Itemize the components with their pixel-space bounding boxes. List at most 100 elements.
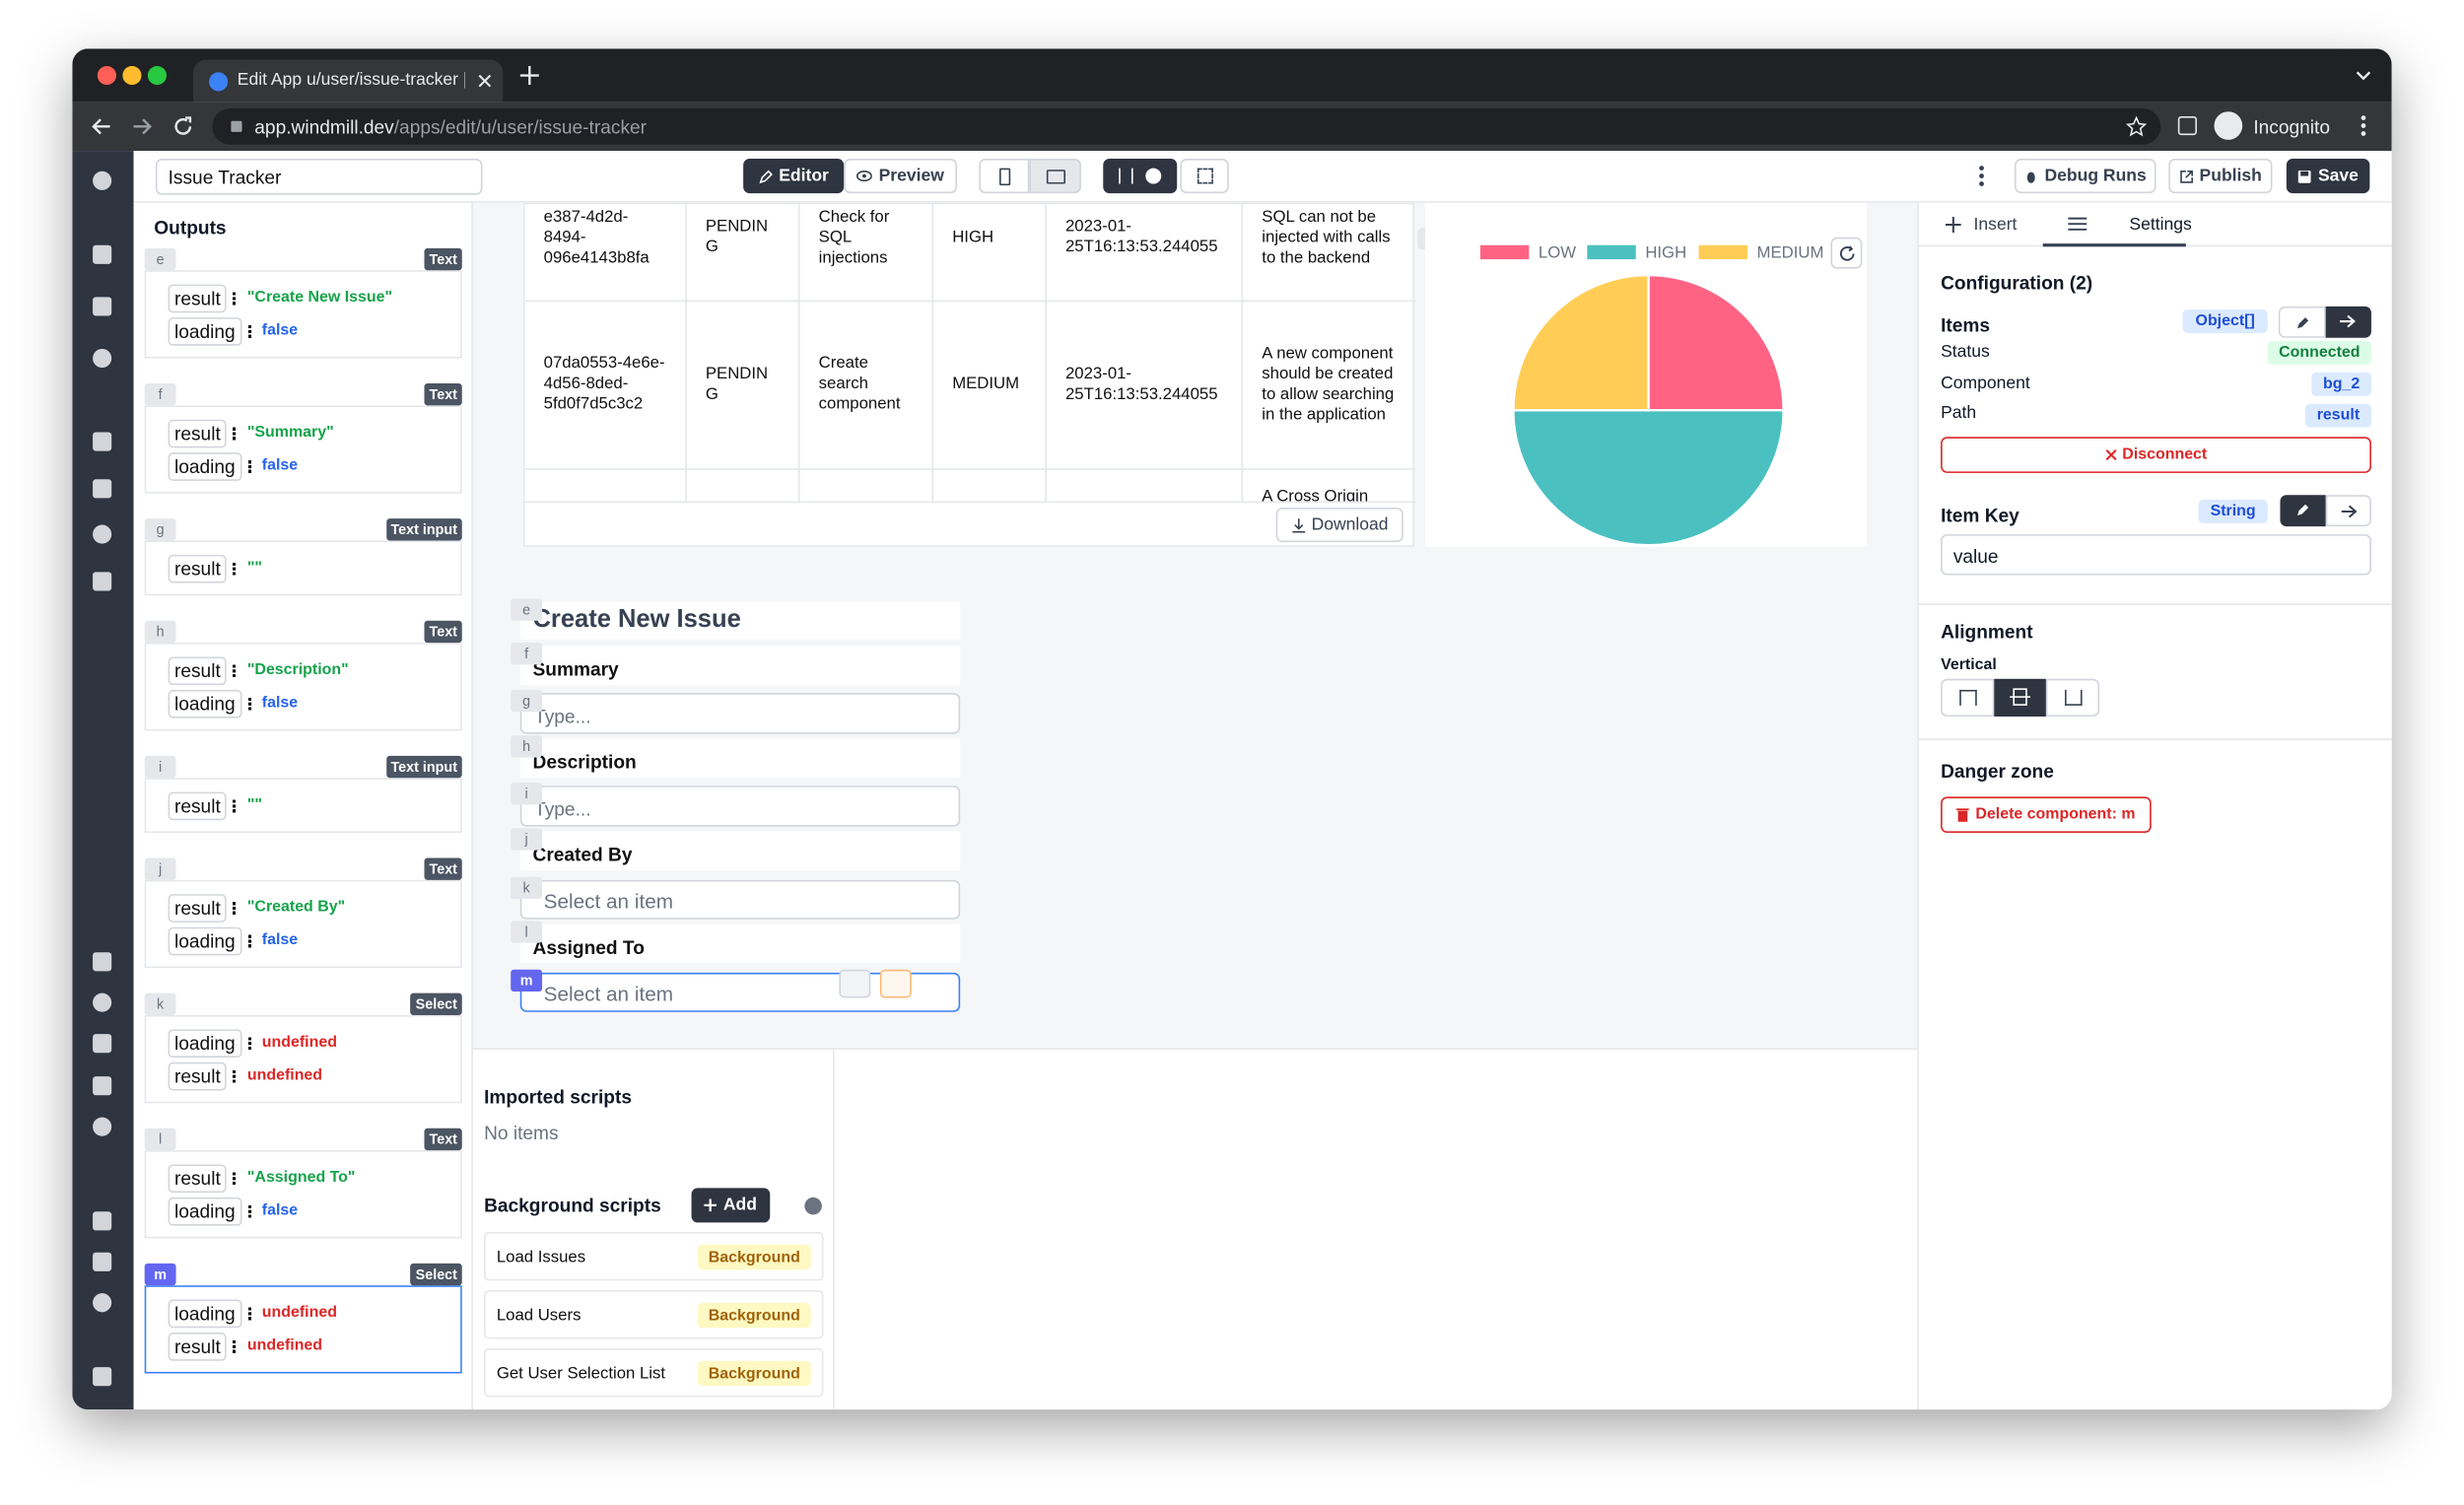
nav-icon[interactable] <box>93 1367 112 1387</box>
forward[interactable] <box>132 116 153 137</box>
nav-icon[interactable] <box>93 1252 112 1271</box>
debug-runs-button[interactable]: Debug Runs <box>2015 159 2156 194</box>
delete-button[interactable]: Delete component: m <box>1941 796 2152 834</box>
save-button[interactable]: Save <box>2286 159 2370 194</box>
active-tab-underline <box>2042 243 2186 247</box>
nav-icon[interactable] <box>93 432 112 451</box>
imported-title: Imported scripts <box>484 1085 632 1109</box>
nav-icon[interactable] <box>93 1076 112 1096</box>
download-button[interactable]: Download <box>1275 507 1403 543</box>
back[interactable] <box>91 116 111 137</box>
item-key-input[interactable]: value <box>1941 534 2371 576</box>
nav-icon[interactable] <box>93 171 112 190</box>
align-icon <box>2065 689 2083 706</box>
nav-icon[interactable] <box>93 992 112 1012</box>
ellipse-shape <box>2026 171 2035 182</box>
circle-shape <box>862 173 867 178</box>
nav-icon[interactable] <box>93 952 112 972</box>
field-sep <box>233 798 241 812</box>
min-light[interactable] <box>122 65 142 86</box>
align-bottom[interactable] <box>2045 678 2100 718</box>
insert-tab[interactable]: Insert <box>1973 215 2018 235</box>
field-key: loading <box>168 1197 242 1225</box>
component-type: Text <box>424 1128 462 1151</box>
form-summary-input[interactable]: Type... <box>519 693 961 734</box>
edit-button[interactable] <box>2280 495 2326 527</box>
tab-close[interactable] <box>478 74 492 88</box>
path-shape <box>2296 504 2309 515</box>
pencil-icon <box>2296 317 2309 329</box>
sidebar-toggle[interactable] <box>2177 115 2197 136</box>
nav-icon[interactable] <box>93 1034 112 1054</box>
connect-button[interactable] <box>2325 306 2371 338</box>
nav-icon[interactable] <box>93 1293 112 1313</box>
path-shape <box>2068 217 2088 231</box>
nav-icon[interactable] <box>93 348 112 369</box>
nav-icon[interactable] <box>93 244 112 264</box>
path-shape <box>2341 505 2358 518</box>
add-button[interactable]: Add <box>691 1188 771 1223</box>
script-item[interactable]: Get User Selection List Background <box>484 1347 824 1398</box>
table-cell: SQL can not be injected with calls to th… <box>1243 204 1415 300</box>
legend-swatch <box>1479 244 1530 260</box>
script-name: Load Users <box>496 1305 582 1326</box>
component-id: i <box>144 755 176 779</box>
move-handle[interactable] <box>839 969 871 998</box>
pie-chart: LOW HIGH MEDIUM <box>1479 242 1823 547</box>
fullscreen-button[interactable] <box>1180 159 1229 194</box>
status: Connected <box>2267 340 2371 365</box>
alignment-title: Alignment <box>1941 620 2033 644</box>
tab-menu[interactable] <box>2356 71 2371 81</box>
publish-button[interactable]: Publish <box>2168 159 2273 194</box>
circle-shape <box>1979 173 1984 178</box>
url-bar[interactable]: app.windmill.dev/apps/edit/u/user/issue-… <box>212 108 2161 145</box>
output-field: loading false <box>168 688 439 718</box>
close-light[interactable] <box>97 65 116 86</box>
form-created-by-select[interactable]: Select an item <box>519 879 961 920</box>
output-field: result undefined <box>168 1331 439 1360</box>
nav-icon[interactable] <box>93 297 112 316</box>
form-description-input[interactable]: Type... <box>519 786 961 827</box>
status-label: Status <box>1941 342 1990 362</box>
edit-button[interactable] <box>2278 306 2326 338</box>
nav-icon[interactable] <box>93 1117 112 1136</box>
table-row: 07da0553-4e6e-4d56-8ded-5fd0f7d5c3c2 PEND… <box>524 300 1416 470</box>
profile-icon[interactable] <box>2214 111 2243 140</box>
pencil-icon <box>758 169 773 183</box>
preview-button[interactable]: Preview <box>844 159 957 194</box>
icon-sidebar <box>72 151 134 1410</box>
max-light[interactable] <box>147 65 168 86</box>
disconnect-button[interactable]: Disconnect <box>1941 437 2371 473</box>
nav-icon[interactable] <box>93 479 112 499</box>
nav-icon[interactable] <box>93 524 112 544</box>
align-center[interactable] <box>1994 678 2046 718</box>
anchor-handle[interactable] <box>879 969 912 998</box>
form-title: Create New Issue <box>519 601 961 640</box>
connect-button[interactable] <box>2325 495 2371 527</box>
bookmark-star[interactable] <box>2126 115 2147 137</box>
script-item[interactable]: Load Issues Background <box>484 1232 824 1281</box>
mobile-toggle[interactable] <box>979 159 1030 194</box>
script-item[interactable]: Load Users Background <box>484 1289 824 1339</box>
output-block: h Text result "Description" loading false <box>144 620 462 731</box>
nav-icon[interactable] <box>93 572 112 591</box>
nav-icon[interactable] <box>93 1211 112 1231</box>
refresh-button[interactable] <box>1830 237 1863 269</box>
layout-button[interactable] <box>1103 159 1178 194</box>
tab[interactable]: Edit App u/user/issue-tracker | <box>193 59 504 103</box>
new-tab[interactable] <box>519 65 539 86</box>
browser-menu[interactable] <box>2361 114 2366 136</box>
reload[interactable] <box>172 116 193 137</box>
more-menu[interactable] <box>1978 165 1984 186</box>
editor-button[interactable]: Editor <box>743 159 845 194</box>
info-icon[interactable] <box>804 1197 822 1215</box>
address-row: app.windmill.dev/apps/edit/u/user/issue-… <box>72 102 2392 152</box>
table-component: e387-4d2d-8494-096e4143b8fa PENDING Check … <box>522 202 1416 547</box>
settings-tab[interactable]: Settings <box>2129 215 2192 235</box>
path-shape <box>2340 314 2356 328</box>
script-list: Load Issues Background Load Users Backgroun… <box>484 1232 824 1406</box>
table-cell: PENDING <box>687 204 800 301</box>
app-name-input[interactable]: Issue Tracker <box>155 159 483 195</box>
align-top[interactable] <box>1941 678 1995 718</box>
desktop-toggle[interactable] <box>1029 159 1081 194</box>
